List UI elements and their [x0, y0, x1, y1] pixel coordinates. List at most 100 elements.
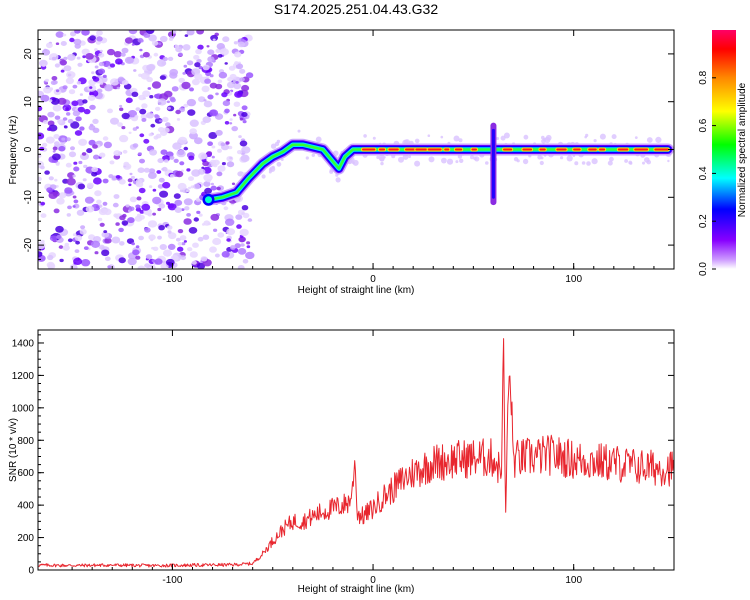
noise-speck — [217, 165, 226, 172]
noise-speck — [218, 71, 228, 79]
colorbar-tick-label: 0.0 — [698, 262, 709, 276]
noise-speck — [137, 37, 144, 43]
ridge-halo-speck — [584, 135, 587, 139]
noise-speck — [169, 155, 175, 160]
noise-speck — [64, 187, 73, 194]
noise-speck — [210, 213, 220, 221]
noise-speck — [160, 149, 168, 155]
noise-speck — [137, 167, 145, 173]
noise-speck — [46, 42, 53, 49]
noise-speck — [138, 187, 146, 194]
noise-speck — [183, 64, 188, 68]
ridge-halo-speck — [383, 156, 386, 159]
noise-speck — [93, 154, 100, 160]
noise-speck — [103, 230, 108, 234]
noise-speck — [124, 56, 134, 64]
noise-speck — [56, 234, 62, 240]
noise-speck — [137, 152, 142, 156]
noise-speck — [186, 98, 197, 107]
noise-speck — [167, 243, 176, 250]
noise-speck — [72, 84, 78, 89]
noise-speck — [131, 242, 136, 246]
noise-speck — [138, 215, 145, 220]
noise-speck — [81, 152, 87, 156]
noise-speck — [173, 158, 179, 163]
noise-speck — [188, 155, 195, 161]
noise-speck — [66, 177, 76, 186]
y-tick-label: 20 — [23, 48, 34, 60]
snr-y-tick-label: 1000 — [12, 403, 35, 414]
noise-speck — [186, 213, 192, 217]
noise-speck — [145, 30, 155, 34]
noise-speck — [181, 81, 191, 90]
noise-speck — [194, 73, 203, 80]
noise-speck — [231, 126, 238, 132]
noise-speck — [162, 116, 169, 122]
noise-speck — [162, 56, 168, 62]
noise-speck — [189, 251, 198, 258]
noise-speck — [148, 34, 157, 42]
spectrogram-x-label: Height of straight line (km) — [298, 285, 415, 296]
noise-speck — [206, 179, 211, 183]
noise-speck — [235, 63, 244, 70]
noise-speck — [140, 114, 148, 120]
noise-speck — [234, 51, 242, 58]
noise-speck — [57, 97, 67, 105]
noise-speck — [107, 108, 113, 114]
noise-speck — [169, 72, 178, 79]
noise-speck — [241, 205, 249, 211]
noise-speck — [132, 249, 140, 256]
noise-speck — [67, 205, 72, 210]
noise-speck — [91, 166, 99, 173]
noise-speck — [154, 258, 163, 265]
noise-speck — [159, 244, 167, 250]
ridge-halo-speck — [541, 135, 545, 140]
noise-speck — [177, 246, 184, 252]
noise-speck — [53, 208, 60, 214]
noise-speck — [125, 204, 130, 208]
noise-speck — [135, 107, 141, 111]
noise-speck — [140, 72, 150, 80]
noise-speck — [41, 142, 48, 148]
ridge-halo-speck — [574, 161, 579, 166]
ridge-halo-speck — [560, 156, 564, 160]
noise-speck — [169, 174, 175, 178]
noise-speck — [91, 71, 95, 75]
noise-speck — [121, 220, 129, 226]
x-tick-label: 100 — [565, 274, 582, 285]
ridge-halo-speck — [539, 160, 544, 166]
noise-speck — [73, 161, 78, 165]
noise-speck — [52, 150, 56, 153]
noise-speck — [61, 137, 66, 141]
noise-speck — [155, 106, 161, 111]
noise-speck — [79, 126, 85, 131]
noise-speck — [40, 94, 50, 102]
noise-speck — [94, 190, 102, 197]
noise-speck — [99, 152, 106, 158]
noise-speck — [73, 257, 83, 265]
noise-speck — [151, 81, 162, 89]
colorbar-gradient — [712, 30, 736, 269]
noise-speck — [188, 186, 191, 190]
noise-speck — [54, 63, 61, 68]
noise-speck — [89, 123, 94, 127]
noise-speck — [102, 74, 107, 78]
noise-speck — [193, 183, 201, 190]
noise-speck — [45, 78, 49, 82]
noise-speck — [176, 118, 181, 121]
noise-speck — [215, 92, 219, 96]
noise-speck — [182, 44, 191, 51]
noise-speck — [86, 182, 94, 189]
noise-speck — [48, 191, 58, 199]
noise-speck — [122, 149, 128, 154]
noise-speck — [84, 196, 94, 204]
snr-y-tick-label: 200 — [17, 533, 34, 544]
noise-speck — [139, 48, 143, 52]
noise-speck — [40, 165, 45, 170]
noise-speck — [158, 42, 162, 45]
noise-speck — [48, 99, 53, 103]
noise-speck — [169, 96, 176, 102]
noise-speck — [96, 199, 102, 205]
noise-speck — [239, 140, 248, 147]
